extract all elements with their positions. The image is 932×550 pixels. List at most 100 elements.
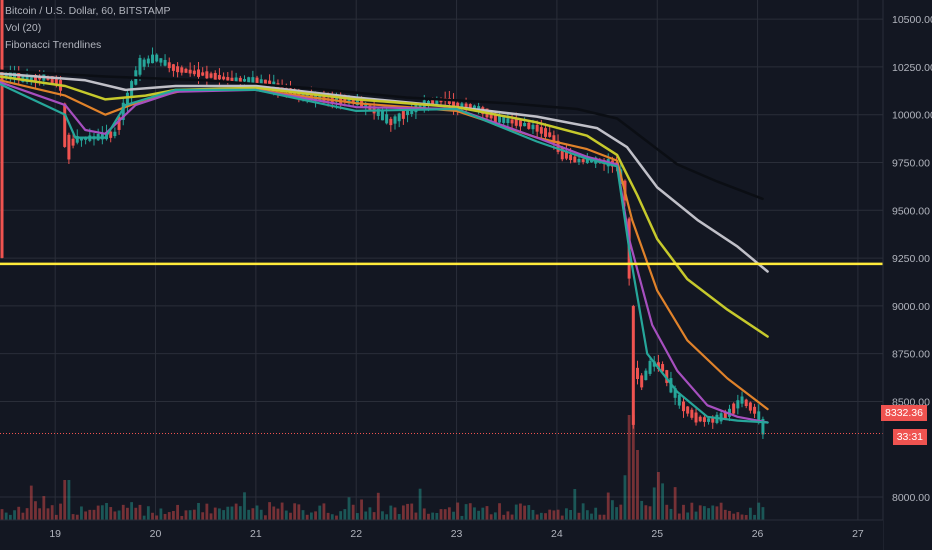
volume-bar [268, 502, 271, 520]
candle-body [426, 101, 430, 105]
volume-bar [322, 503, 326, 520]
candle-body [75, 136, 79, 143]
volume-bar [372, 512, 376, 520]
volume-bar [539, 512, 543, 520]
volume-bar [8, 514, 12, 520]
candle-body [460, 103, 464, 108]
volume-bar [88, 509, 92, 520]
volume-bar [230, 506, 234, 520]
candle-body [744, 399, 748, 407]
volume-bar [531, 509, 535, 520]
symbol-title[interactable]: Bitcoin / U.S. Dollar, 60, BITSTAMP [5, 5, 171, 17]
candle-body [523, 123, 527, 127]
volume-bar [117, 510, 121, 520]
candle-body [197, 69, 201, 77]
candle-body [711, 418, 715, 423]
y-tick-label: 9500.00 [892, 205, 930, 217]
volume-bar [29, 485, 33, 520]
volume-bar [238, 506, 242, 520]
volume-bar [473, 507, 476, 520]
candle-body [468, 104, 472, 109]
candle-body [121, 102, 125, 120]
volume-bar [209, 513, 213, 520]
volume-bar [519, 503, 522, 520]
volume-bar [514, 504, 518, 520]
volume-bar [75, 514, 79, 520]
candle-body [477, 106, 481, 111]
volume-indicator-label[interactable]: Vol (20) [5, 22, 42, 34]
volume-bar [284, 510, 288, 520]
candle-body [251, 77, 255, 84]
candle-body [255, 77, 259, 84]
x-tick-label: 22 [350, 528, 362, 540]
candle-body [552, 135, 556, 144]
candle-body [301, 93, 305, 97]
candle-body [527, 122, 531, 129]
volume-bar [280, 502, 284, 520]
candle-body [0, 0, 4, 258]
volume-bar [113, 511, 117, 520]
candle-body [259, 79, 263, 85]
volume-bar [326, 512, 330, 520]
y-tick-label: 9250.00 [892, 253, 930, 265]
candle-body [389, 118, 393, 126]
volume-bar [636, 450, 639, 520]
volume-bar [661, 483, 664, 520]
candle-body [226, 77, 230, 81]
candle-body [648, 360, 652, 374]
volume-bar [657, 472, 660, 520]
volume-bar [527, 505, 531, 520]
candle-body [569, 154, 573, 161]
volume-bar [498, 503, 501, 520]
candle-body [117, 116, 121, 130]
candle-body [406, 109, 410, 116]
candle-body [21, 74, 25, 82]
candle-body [247, 77, 251, 84]
volume-bar [205, 503, 209, 520]
candle-body [125, 92, 129, 107]
candle-body [631, 306, 635, 425]
volume-bar [682, 504, 685, 520]
candle-body [100, 133, 104, 140]
volume-bar [151, 512, 154, 520]
candle-body [167, 62, 171, 69]
volume-bar [485, 506, 489, 520]
volume-bar [740, 514, 744, 520]
time-axis [0, 520, 883, 550]
fibonacci-indicator-label[interactable]: Fibonacci Trendlines [5, 39, 102, 51]
y-tick-label: 9750.00 [892, 158, 930, 170]
volume-bar [272, 506, 276, 520]
candle-body [234, 77, 238, 84]
volume-bar [25, 508, 29, 520]
candle-body [213, 72, 217, 80]
volume-bar [615, 507, 618, 520]
volume-bar [50, 505, 54, 520]
volume-bar [222, 510, 225, 520]
volume-bar [34, 501, 37, 520]
volume-bar [414, 512, 418, 520]
candle-body [431, 100, 435, 105]
candle-body [757, 411, 761, 421]
y-tick-label: 10250.00 [892, 62, 932, 74]
volume-bar [736, 512, 740, 520]
volume-bar [355, 513, 359, 520]
moving-average-line-6 [0, 83, 769, 424]
volume-bar [560, 515, 564, 520]
volume-bar [602, 514, 606, 520]
volume-bar [330, 514, 334, 520]
x-tick-label: 26 [752, 528, 764, 540]
candle-body [736, 400, 740, 409]
volume-bar [213, 507, 217, 520]
candle-body [640, 375, 644, 388]
volume-bar [447, 507, 451, 520]
volume-bar [381, 511, 384, 520]
volume-bar [159, 508, 163, 520]
candle-body [380, 110, 384, 121]
volume-bar [418, 488, 422, 520]
volume-bar [573, 489, 577, 520]
volume-bar [711, 505, 715, 520]
volume-bar [293, 503, 297, 520]
volume-bar [301, 510, 305, 520]
candle-body [581, 159, 585, 163]
